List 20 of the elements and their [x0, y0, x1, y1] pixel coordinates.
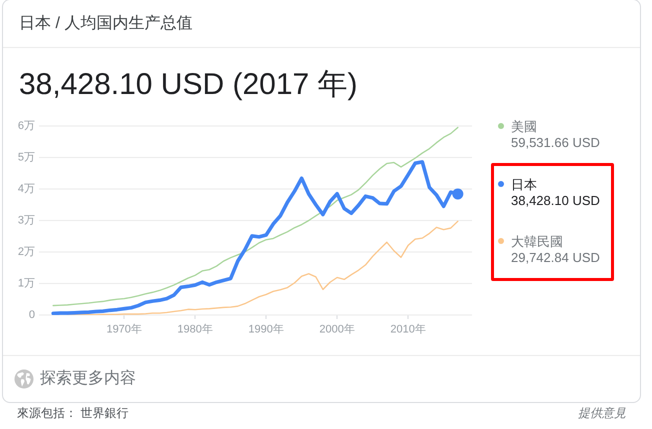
y-tick-label: 2万 [18, 246, 35, 258]
chart-title: 日本 / 人均国内生产总值 [19, 15, 192, 33]
legend-label: 日本 38,428.10 USD [511, 176, 600, 208]
x-tick-label: 1990年 [248, 324, 284, 336]
legend-label: 大韓民國 29,742.84 USD [511, 234, 600, 266]
text: 來源包括： 世界銀行 [17, 406, 128, 420]
text: 探索更多内容 [40, 370, 136, 388]
y-tick-label: 1万 [18, 278, 35, 290]
y-tick-label: 6万 [18, 120, 35, 132]
y-tick-label: 4万 [18, 183, 35, 196]
y-tick-label: 3万 [18, 214, 35, 227]
x-tick-label: 1980年 [177, 324, 213, 336]
x-tick-label: 2010年 [390, 324, 426, 336]
chart-subtitle: 38,428.10 USD (2017 年) [19, 68, 358, 101]
y-tick-label: 5万 [18, 152, 35, 164]
legend-label: 美國 59,531.66 USD [511, 119, 600, 151]
y-tick-label: 0 [28, 309, 35, 322]
x-tick-label: 1970年 [106, 324, 142, 336]
x-tick-label: 2000年 [319, 324, 355, 336]
text: 提供意見 [578, 406, 626, 420]
